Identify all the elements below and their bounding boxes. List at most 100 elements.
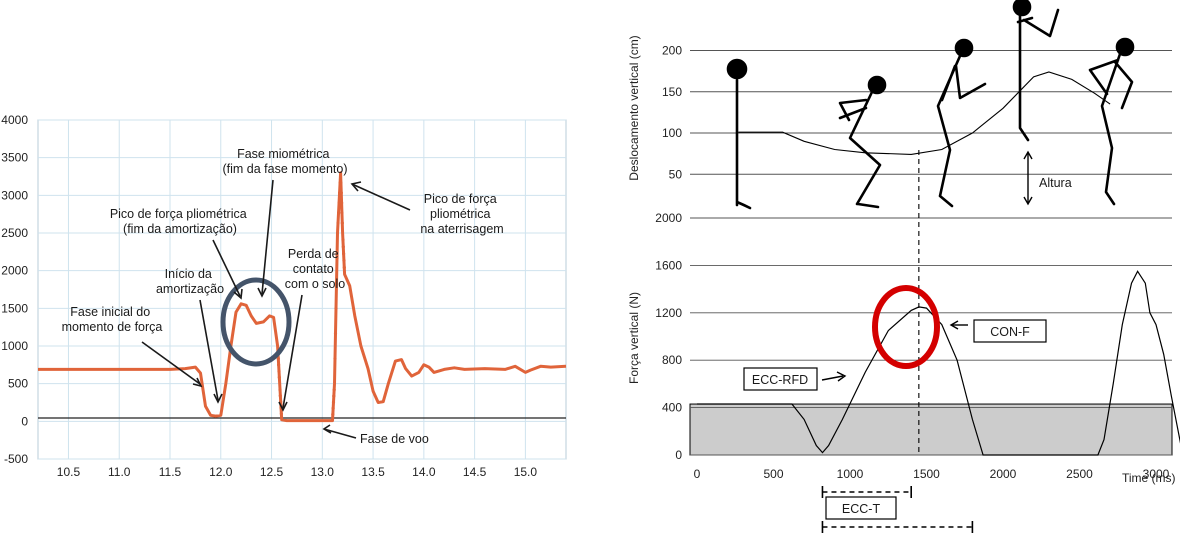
left-sample-dot (334, 281, 339, 285)
arrow-fase-voo (323, 428, 357, 439)
left-ytick-6: 2500 (1, 226, 28, 240)
left-sample-dot (340, 221, 344, 225)
left-ytick-4: 1500 (1, 301, 28, 315)
figure-standing-body (735, 78, 752, 210)
ecc-rfd-box (743, 367, 818, 391)
arrow-fase-inicial (141, 341, 201, 385)
left-sample-dot (279, 412, 283, 416)
left-sample-dot (333, 331, 338, 335)
right-top-ytick-1: 100 (662, 126, 682, 140)
figure-landing-head (1115, 37, 1135, 57)
left-sample-dot (334, 306, 338, 310)
left-sample-dot (278, 394, 282, 398)
left-xtick-6: 13.5 (361, 465, 385, 479)
left-xtick-2: 11.5 (159, 465, 182, 479)
annotation-perda-contato: Perda de contato com o solo (285, 247, 345, 291)
right-top-ylabel: Deslocamento vertical (cm) (627, 35, 641, 180)
left-gridlines (38, 119, 566, 460)
left-ytick-8: 3500 (1, 151, 28, 165)
left-sample-dot (331, 406, 335, 410)
left-sample-dot (340, 201, 344, 205)
right-xtick-3: 1500 (913, 467, 940, 481)
right-top-tick-labels: 50 100 150 200 (662, 44, 682, 182)
con-f-label: CON-F (990, 325, 1030, 339)
altura-arrow (1023, 150, 1033, 206)
figure-flight (1012, 0, 1060, 142)
right-bottom-ytick-5: 2000 (655, 211, 682, 225)
figure-landing-body (1088, 52, 1134, 206)
ecc-t-box (825, 496, 897, 520)
left-sample-dot (335, 256, 339, 260)
left-sample-dot (332, 394, 336, 398)
left-annotations: Fase inicial do momento de força Início … (62, 147, 504, 446)
right-xtick-0: 0 (694, 467, 701, 481)
right-bottom-series (697, 270, 1180, 456)
left-sample-dot (342, 265, 346, 270)
right-xtick-4: 2000 (990, 467, 1017, 481)
left-xtick-7: 14.0 (412, 465, 436, 479)
right-bottom-ytick-0: 0 (675, 448, 682, 462)
left-sample-dot (277, 369, 281, 373)
left-sample-dot (278, 388, 282, 392)
left-plot-frame (37, 119, 567, 460)
figure-landing (1088, 37, 1135, 206)
right-x-tick-labels: 0 500 1000 1500 2000 2500 3000 (694, 467, 1170, 481)
right-bottom-ytick-3: 1200 (655, 306, 682, 320)
left-sample-dot (331, 400, 336, 404)
left-sample-dot (277, 363, 281, 367)
left-ytick-1: 0 (21, 414, 28, 428)
right-xtick-2: 1000 (837, 467, 864, 481)
arrow-pico-pliometrica-head (233, 288, 243, 300)
left-xtick-9: 15.0 (514, 465, 538, 479)
right-bottom-ytick-4: 1600 (655, 258, 682, 272)
arrow-pico-pliometrica (212, 239, 241, 297)
right-top-gridlines (690, 50, 1172, 175)
left-xtick-1: 11.0 (108, 465, 131, 479)
left-peak-circle (220, 277, 292, 367)
arrow-perda-contato-head (278, 401, 288, 412)
right-xtick-1: 500 (763, 467, 783, 481)
ecc-rfd-label: ECC-RFD (752, 373, 808, 387)
ecc-t-intervals (821, 486, 974, 533)
left-xtick-8: 14.5 (463, 465, 487, 479)
left-xtick-5: 13.0 (311, 465, 335, 479)
arrow-fase-inicial-head (192, 377, 203, 388)
left-chart: -500 0 500 1000 1500 2000 2500 3000 3500 4000 10.5… (1, 113, 567, 479)
left-xtick-0: 10.5 (57, 465, 81, 479)
right-bottom-ytick-2: 800 (662, 353, 682, 367)
right-xtick-6: 3000 (1143, 467, 1170, 481)
left-sample-dot (332, 388, 336, 392)
right-top-ytick-3: 200 (662, 44, 682, 58)
left-ytick-7: 3000 (1, 188, 28, 202)
left-sample-dot (342, 252, 346, 256)
right-top-series (738, 71, 1111, 155)
left-ytick-5: 2000 (1, 264, 28, 278)
figure-crouch-body (838, 90, 882, 209)
arrow-pico-aterrisagem-head (350, 181, 362, 192)
right-bottom-series-line-0 (697, 270, 1180, 456)
arrow-inicio-amortizacao-head (213, 393, 223, 404)
left-sample-dot (340, 211, 344, 215)
right-xtick-5: 2500 (1066, 467, 1093, 481)
left-ytick-2: 500 (8, 377, 28, 391)
annotation-pico-aterrisagem: Pico de força pliométrica na aterrisagem (420, 192, 503, 236)
figure-takeoff-head (954, 38, 974, 58)
left-ytick-0: -500 (4, 452, 28, 466)
left-sample-dot (341, 245, 345, 249)
right-top-ytick-0: 50 (669, 167, 683, 181)
annotation-fase-voo: Fase de voo (360, 432, 429, 446)
left-ytick-3: 1000 (1, 339, 28, 353)
left-series (37, 171, 567, 423)
right-bottom-ylabel: Força vertical (N) (627, 292, 641, 384)
arrow-fase-voo-head (322, 424, 332, 434)
figure-standing-head (726, 58, 748, 80)
right-bottom-ytick-1: 400 (662, 401, 682, 415)
ecc-t-label: ECC-T (842, 502, 881, 516)
figure-crouch-head (867, 75, 887, 95)
ecc-rfd-arrow (821, 375, 844, 381)
figure-flight-head (1012, 0, 1032, 17)
left-sample-dot (339, 181, 343, 185)
stick-figures (726, 0, 1135, 210)
right-xlabel: Time (ms) (1122, 471, 1176, 485)
